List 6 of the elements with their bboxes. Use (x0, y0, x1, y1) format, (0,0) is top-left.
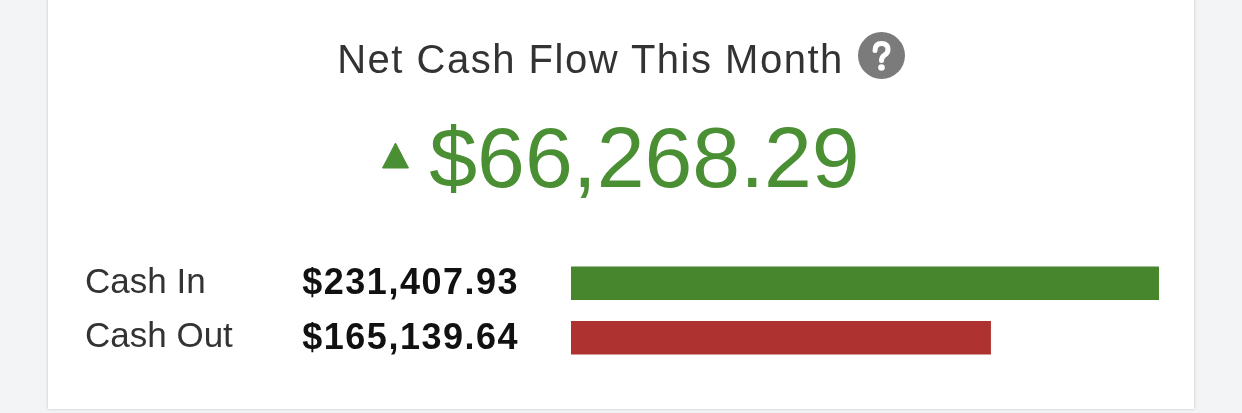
y-tick-label: Cash Out (85, 315, 234, 355)
chart-subtitle: $66,268.29 (429, 108, 860, 207)
y-tick-label: Cash In (85, 260, 206, 300)
data-label: $165,139.64 (302, 315, 519, 357)
data-label: $231,407.93 (302, 261, 519, 303)
chart-title: Net Cash Flow This Month (337, 36, 844, 83)
